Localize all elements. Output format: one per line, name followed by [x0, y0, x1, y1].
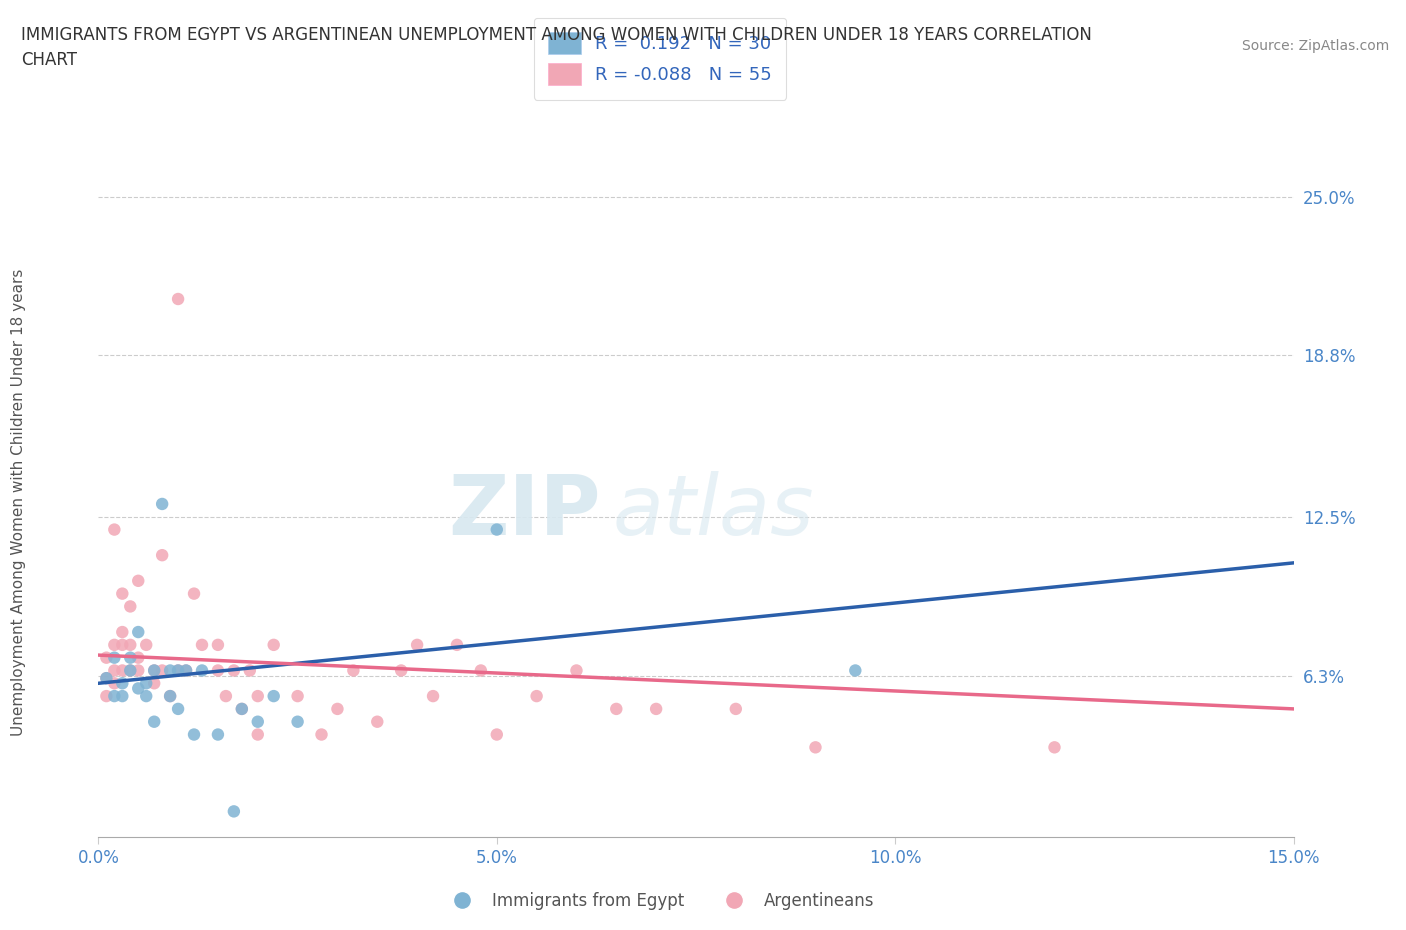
Point	[159, 663, 181, 678]
Point	[111, 688, 134, 703]
Point	[191, 663, 214, 678]
Point	[263, 688, 285, 703]
Point	[215, 688, 238, 703]
Point	[422, 688, 444, 703]
Point	[111, 637, 134, 652]
Point	[120, 663, 142, 678]
Point	[103, 650, 125, 665]
Point	[103, 688, 125, 703]
Point	[120, 650, 142, 665]
Point	[389, 663, 412, 678]
Point	[96, 671, 118, 685]
Point	[207, 663, 229, 678]
Point	[263, 637, 285, 652]
Point	[167, 663, 190, 678]
Point	[111, 625, 134, 640]
Point	[143, 663, 166, 678]
Point	[96, 650, 118, 665]
Point	[246, 688, 269, 703]
Point	[246, 727, 269, 742]
Point	[804, 740, 827, 755]
Point	[174, 663, 197, 678]
Point	[135, 688, 157, 703]
Text: CHART: CHART	[21, 51, 77, 69]
Point	[167, 663, 190, 678]
Point	[207, 637, 229, 652]
Point	[231, 701, 253, 716]
Point	[470, 663, 492, 678]
Point	[111, 676, 134, 691]
Point	[366, 714, 388, 729]
Point	[96, 671, 118, 685]
Point	[143, 663, 166, 678]
Point	[103, 676, 125, 691]
Point	[96, 688, 118, 703]
Point	[127, 663, 149, 678]
Point	[246, 714, 269, 729]
Point	[183, 727, 205, 742]
Point	[239, 663, 262, 678]
Point	[159, 688, 181, 703]
Point	[191, 637, 214, 652]
Point	[127, 681, 149, 696]
Point	[167, 701, 190, 716]
Point	[167, 292, 190, 307]
Point	[222, 804, 245, 818]
Point	[159, 688, 181, 703]
Point	[311, 727, 333, 742]
Point	[120, 637, 142, 652]
Point	[127, 650, 149, 665]
Point	[446, 637, 468, 652]
Text: Source: ZipAtlas.com: Source: ZipAtlas.com	[1241, 39, 1389, 53]
Point	[183, 586, 205, 601]
Point	[526, 688, 548, 703]
Point	[1043, 740, 1066, 755]
Point	[143, 714, 166, 729]
Point	[565, 663, 588, 678]
Point	[287, 714, 309, 729]
Text: ZIP: ZIP	[449, 471, 600, 551]
Point	[103, 663, 125, 678]
Point	[287, 688, 309, 703]
Point	[207, 727, 229, 742]
Point	[222, 663, 245, 678]
Point	[645, 701, 668, 716]
Point	[103, 637, 125, 652]
Point	[342, 663, 364, 678]
Point	[326, 701, 349, 716]
Point	[174, 663, 197, 678]
Point	[406, 637, 429, 652]
Text: atlas: atlas	[612, 471, 814, 551]
Text: IMMIGRANTS FROM EGYPT VS ARGENTINEAN UNEMPLOYMENT AMONG WOMEN WITH CHILDREN UNDE: IMMIGRANTS FROM EGYPT VS ARGENTINEAN UNE…	[21, 26, 1092, 44]
Point	[724, 701, 747, 716]
Point	[485, 522, 508, 537]
Point	[135, 637, 157, 652]
Point	[103, 522, 125, 537]
Point	[150, 663, 173, 678]
Point	[150, 548, 173, 563]
Point	[120, 663, 142, 678]
Point	[150, 497, 173, 512]
Point	[485, 727, 508, 742]
Text: Unemployment Among Women with Children Under 18 years: Unemployment Among Women with Children U…	[11, 269, 25, 736]
Point	[127, 625, 149, 640]
Point	[605, 701, 627, 716]
Point	[143, 676, 166, 691]
Point	[111, 663, 134, 678]
Point	[111, 586, 134, 601]
Point	[231, 701, 253, 716]
Point	[135, 676, 157, 691]
Point	[127, 574, 149, 589]
Legend: Immigrants from Egypt, Argentineans: Immigrants from Egypt, Argentineans	[439, 885, 882, 917]
Point	[844, 663, 866, 678]
Point	[120, 599, 142, 614]
